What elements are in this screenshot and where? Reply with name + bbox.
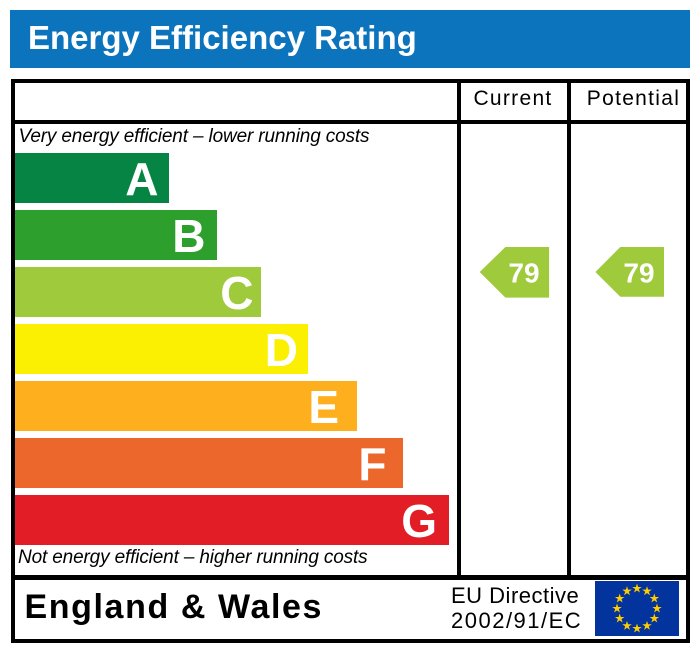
- svg-text:79: 79: [508, 258, 539, 289]
- svg-text:79: 79: [623, 258, 654, 289]
